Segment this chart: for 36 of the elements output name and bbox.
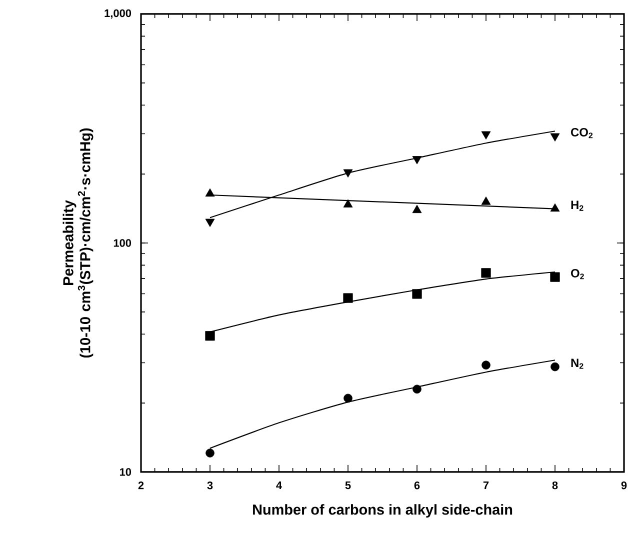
point: [205, 218, 215, 227]
x-tick-label: 6: [414, 482, 420, 490]
point: [412, 289, 422, 299]
point: [206, 448, 214, 458]
x-tick-label: 5: [345, 482, 351, 490]
point: [343, 293, 353, 303]
point: [481, 268, 491, 278]
x-tick-label: 7: [483, 482, 489, 490]
point: [412, 384, 422, 394]
point: [550, 362, 560, 372]
y-tick-label: 10: [120, 468, 132, 476]
x-axis-title: Number of carbons in alkyl side-chain: [253, 504, 512, 518]
series-label: O$_{2}$: [571, 268, 584, 280]
point: [205, 188, 215, 197]
x-tick-label: 4: [276, 482, 282, 490]
x-tick-label: 2: [138, 482, 144, 490]
y-axis-title: Permeability (10-10 cm$^{3}$(STP)·cm/cm$^{2}$·s·cmHg): [62, 128, 94, 358]
series-label: N$_{2}$: [571, 358, 584, 369]
point: [550, 203, 560, 212]
point: [412, 204, 422, 214]
series-label: H$_{2}$: [571, 200, 584, 211]
point: [481, 196, 491, 205]
legend-label: CO$_{2}$: [571, 128, 593, 138]
point: [482, 360, 490, 370]
point: [205, 331, 215, 341]
point: [550, 133, 560, 142]
x-tick-label: 8: [552, 482, 558, 490]
x-tick-label: 9: [621, 482, 627, 490]
point: [412, 156, 422, 164]
point: [481, 131, 491, 140]
x-tick-label: 3: [207, 482, 213, 490]
y-tick-label: 100: [114, 239, 132, 247]
y-tick-label: 1,000: [104, 9, 132, 19]
point: [343, 169, 353, 178]
point: [344, 394, 352, 403]
point: [550, 272, 560, 282]
